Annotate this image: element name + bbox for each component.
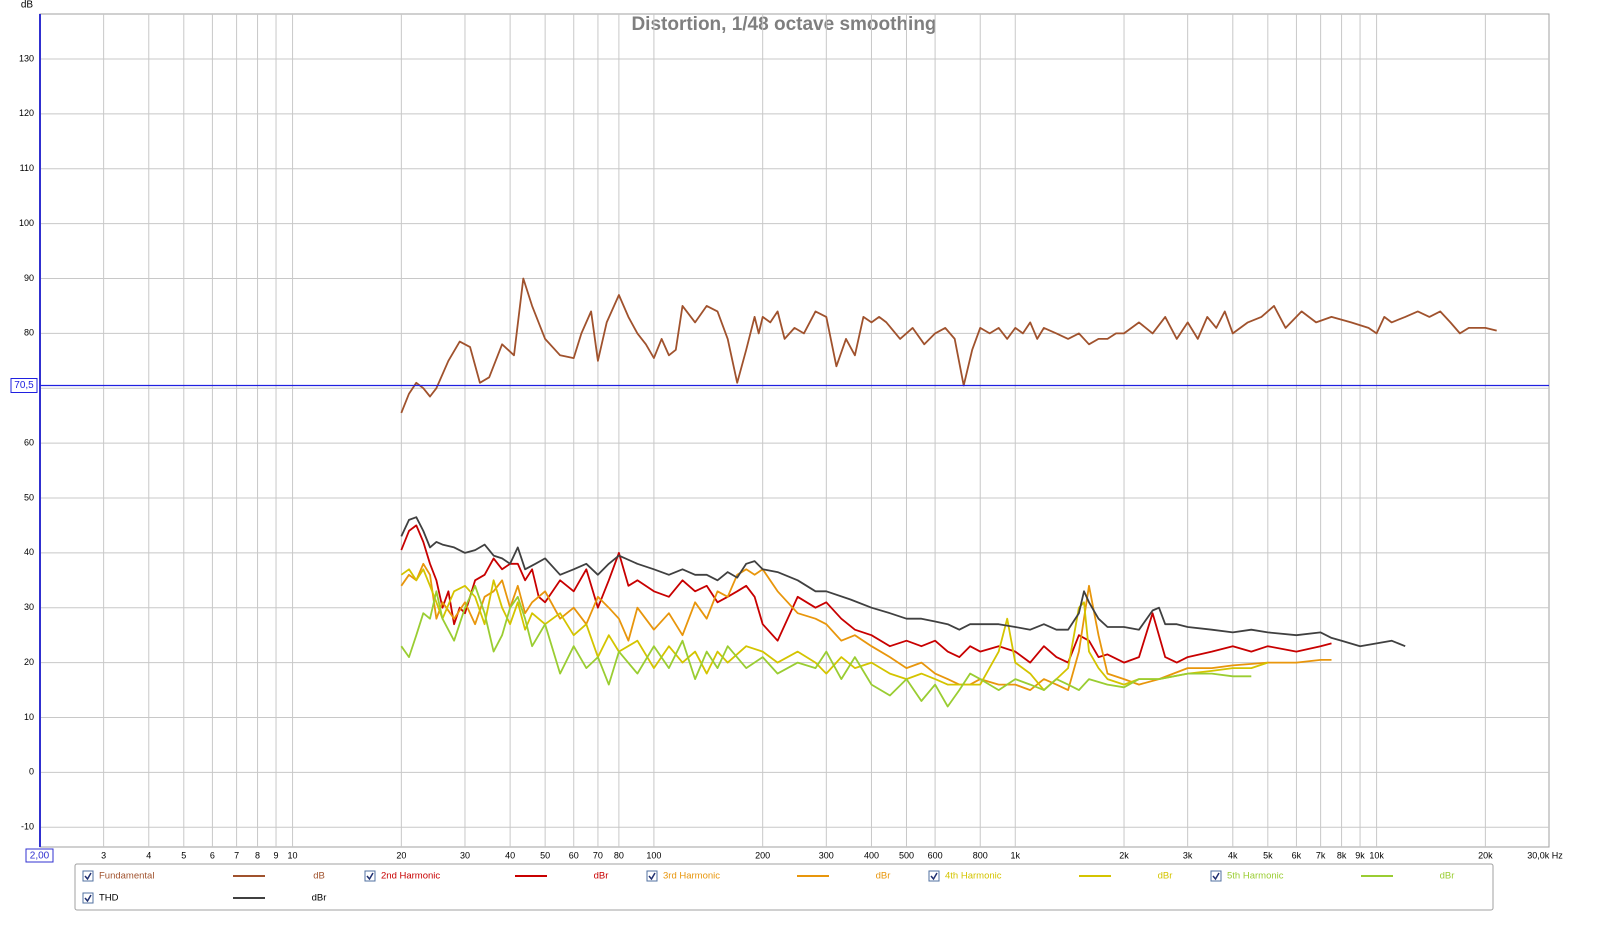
y-tick-label: 10: [24, 712, 34, 722]
y-tick-label: 130: [19, 53, 34, 63]
series-line: [400, 516, 1406, 648]
x-tick-label: 4: [146, 850, 151, 860]
chart-title: Distortion, 1/48 octave smoothing: [631, 14, 936, 35]
y-tick-label: 80: [24, 328, 34, 338]
legend-unit: dBr: [312, 893, 327, 904]
checkbox-check: [1212, 872, 1220, 881]
x-tick-label: 600: [928, 850, 943, 860]
checkbox-check: [648, 872, 656, 881]
x-start-label: 2,00: [30, 851, 50, 862]
legend-unit: dB: [313, 871, 325, 882]
y-tick-label: 120: [19, 108, 34, 118]
legend-label: 4th Harmonic: [945, 871, 1002, 882]
x-tick-label: 100: [646, 850, 661, 860]
x-tick-label: 1k: [1010, 850, 1020, 860]
legend-label: 3rd Harmonic: [663, 871, 720, 882]
x-tick-label: 9k: [1355, 850, 1365, 860]
legend-checkbox[interactable]: [1210, 870, 1222, 882]
y-tick-label: 0: [29, 767, 34, 777]
x-tick-label: 5k: [1263, 850, 1273, 860]
series-line: [400, 568, 1269, 691]
legend-label: 5th Harmonic: [1227, 871, 1284, 882]
checkbox-box: [646, 870, 658, 882]
legend-unit: dBr: [1440, 871, 1455, 882]
legend-label: Fundamental: [99, 871, 154, 882]
x-tick-label: 50: [540, 850, 550, 860]
x-end-label: 30,0k Hz: [1527, 850, 1563, 860]
x-tick-label: 20k: [1478, 850, 1493, 860]
x-tick-label: 4k: [1228, 850, 1238, 860]
x-tick-label: 5: [181, 850, 186, 860]
legend-label: 2nd Harmonic: [381, 871, 440, 882]
y-tick-label: 50: [24, 492, 34, 502]
x-tick-label: 70: [593, 850, 603, 860]
x-tick-label: 500: [899, 850, 914, 860]
series-line: [400, 277, 1497, 414]
x-start-box: [25, 848, 54, 863]
legend-checkbox[interactable]: [82, 870, 94, 882]
plot-frame: [39, 13, 1550, 848]
x-tick-label: 10k: [1369, 850, 1384, 860]
x-tick-label: 7: [234, 850, 239, 860]
x-tick-label: 8k: [1337, 850, 1347, 860]
y-tick-label: 90: [24, 273, 34, 283]
x-tick-label: 8: [255, 850, 260, 860]
series-line: [400, 562, 1332, 691]
x-tick-label: 10: [288, 850, 298, 860]
y-tick-label: 60: [24, 437, 34, 447]
checkbox-check: [84, 872, 92, 881]
x-tick-label: 30: [460, 850, 470, 860]
checkbox-check: [930, 872, 938, 881]
x-tick-label: 400: [864, 850, 879, 860]
cursor-box: [10, 378, 38, 394]
x-tick-label: 200: [755, 850, 770, 860]
y-axis-label: dB: [21, 0, 34, 11]
checkbox-box: [1210, 870, 1222, 882]
y-tick-label: 100: [19, 218, 34, 228]
x-tick-label: 80: [614, 850, 624, 860]
y-tick-label: 30: [24, 602, 34, 612]
x-tick-label: 20: [396, 850, 406, 860]
x-tick-label: 6: [210, 850, 215, 860]
grid: [40, 14, 1549, 847]
legend-box: [74, 863, 1494, 911]
x-tick-label: 300: [819, 850, 834, 860]
x-tick-label: 7k: [1316, 850, 1326, 860]
x-tick-label: 2k: [1119, 850, 1129, 860]
y-tick-label: 110: [20, 163, 34, 173]
y-tick-label: 20: [24, 657, 34, 667]
series-line: [400, 524, 1332, 664]
x-tick-label: 9: [274, 850, 279, 860]
x-tick-label: 3: [101, 850, 106, 860]
x-tick-label: 3k: [1183, 850, 1193, 860]
checkbox-box: [82, 870, 94, 882]
x-tick-label: 6k: [1292, 850, 1302, 860]
checkbox-check: [84, 894, 92, 903]
legend-checkbox[interactable]: [82, 892, 94, 904]
legend-checkbox[interactable]: [928, 870, 940, 882]
checkbox-box: [82, 892, 94, 904]
checkbox-box: [364, 870, 376, 882]
legend-checkbox[interactable]: [364, 870, 376, 882]
legend-unit: dBr: [594, 871, 609, 882]
checkbox-check: [366, 872, 374, 881]
checkbox-box: [928, 870, 940, 882]
x-tick-label: 60: [569, 850, 579, 860]
legend-unit: dBr: [876, 871, 891, 882]
y-tick-label: 40: [24, 547, 34, 557]
x-tick-label: 800: [973, 850, 988, 860]
legend-checkbox[interactable]: [646, 870, 658, 882]
series-line: [400, 584, 1252, 708]
cursor-label: 70,5: [14, 380, 34, 391]
x-tick-label: 40: [505, 850, 515, 860]
legend-unit: dBr: [1158, 871, 1173, 882]
legend-label: THD: [99, 893, 119, 904]
y-tick-label: -10: [21, 822, 34, 832]
